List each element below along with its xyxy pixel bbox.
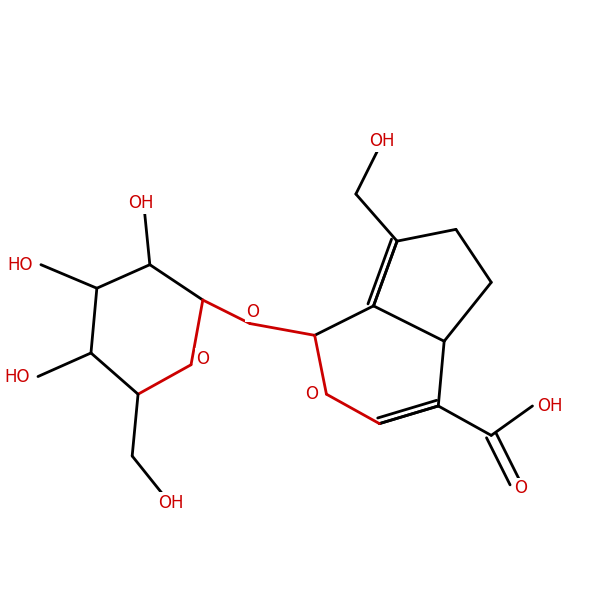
Text: OH: OH <box>538 397 563 415</box>
Text: O: O <box>514 479 527 497</box>
Text: OH: OH <box>370 132 395 150</box>
Text: O: O <box>196 350 209 368</box>
Text: O: O <box>305 385 318 403</box>
Text: HO: HO <box>5 368 30 386</box>
Text: OH: OH <box>128 194 154 212</box>
Text: HO: HO <box>8 256 33 274</box>
Text: OH: OH <box>158 494 183 512</box>
Text: O: O <box>247 303 259 321</box>
